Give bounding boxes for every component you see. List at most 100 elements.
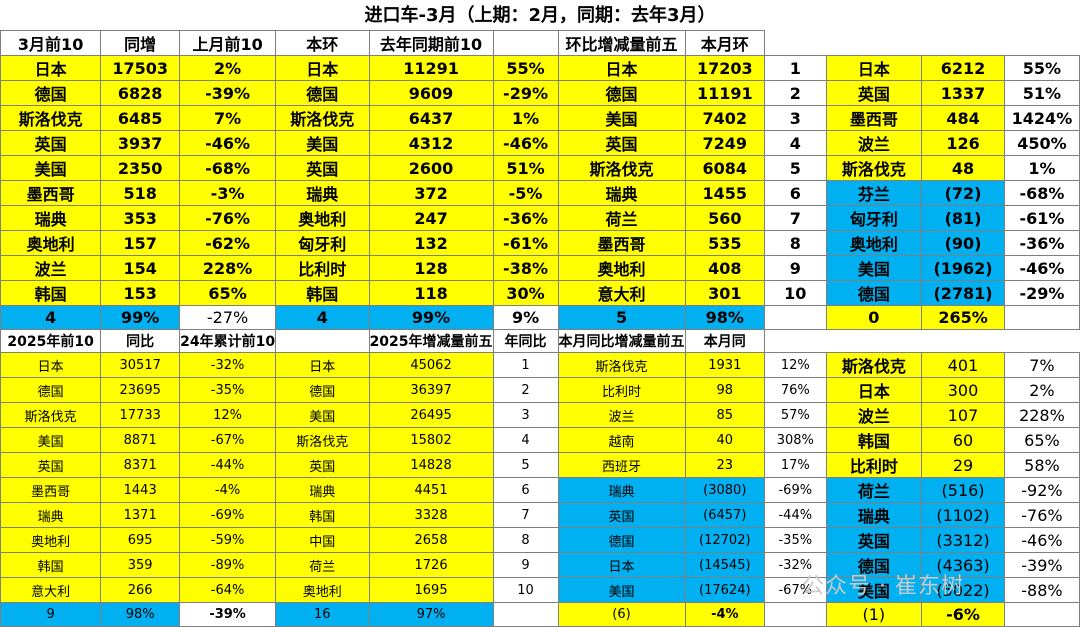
table-cell: -68%: [1003, 180, 1080, 206]
table-cell: 17503: [100, 55, 181, 81]
table-cell: 斯洛伐克: [275, 427, 370, 454]
table-cell: -62%: [179, 230, 277, 256]
table-cell: 日本: [275, 55, 370, 81]
table-cell: 12%: [764, 352, 827, 379]
table-cell: 墨西哥: [557, 230, 686, 256]
table-cell: 瑞典: [557, 477, 686, 504]
table-cell: -44%: [179, 452, 277, 479]
table-row: 墨西哥 518 -3% 瑞典 372 -5% 瑞典 1455 6 芬兰 (72) -68%: [0, 180, 1080, 206]
table-cell: (516): [921, 477, 1005, 504]
table-cell: 美国: [557, 105, 686, 131]
table-cell: (14545): [684, 552, 766, 579]
column-header: [492, 30, 559, 56]
table-cell: 中国: [275, 527, 370, 554]
table-cell: 4451: [368, 477, 494, 504]
table-cell: 奥地利: [825, 230, 923, 256]
column-header: 24年累计前10: [179, 328, 277, 354]
table-cell: 斯洛伐克: [0, 105, 102, 131]
table-cell: (5022): [921, 577, 1005, 604]
summary-cell: -6%: [921, 602, 1005, 627]
table-cell: 6212: [921, 55, 1005, 81]
table-cell: 波兰: [0, 255, 102, 281]
table-row: 英国 8371 -44% 英国 14828 5 西班牙 23 17% 比利时 29 58%: [0, 452, 1080, 479]
table-cell: 越南: [557, 427, 686, 454]
table-cell: 1%: [492, 105, 559, 131]
table-cell: 斯洛伐克: [825, 352, 923, 379]
table-cell: 1726: [368, 552, 494, 579]
table-cell: 斯洛伐克: [557, 155, 686, 181]
column-header: 同增: [100, 30, 181, 56]
table-cell: 132: [368, 230, 494, 256]
table-cell: -46%: [1003, 255, 1080, 281]
table-cell: (12702): [684, 527, 766, 554]
table-cell: -64%: [179, 577, 277, 604]
table-row: 德国 6828 -39% 德国 9609 -29% 德国 11191 2 英国 1337 51%: [0, 80, 1080, 106]
table-cell: (2781): [921, 280, 1005, 306]
table-cell: 15802: [368, 427, 494, 454]
table-cell: 瑞典: [275, 180, 370, 206]
summary-cell: -39%: [179, 602, 277, 627]
table-cell: 30517: [100, 352, 181, 379]
table-cell: -44%: [764, 502, 827, 529]
table-cell: 3328: [368, 502, 494, 529]
table-cell: 7249: [684, 130, 766, 156]
column-header: 3月前10: [0, 30, 102, 56]
table-cell: 247: [368, 205, 494, 231]
summary-cell: (6): [557, 602, 686, 627]
table-row: 斯洛伐克 6485 7% 斯洛伐克 6437 1% 美国 7402 3 墨西哥 484 1424%: [0, 105, 1080, 131]
table-cell: 美国: [825, 577, 923, 604]
table-cell: 西班牙: [557, 452, 686, 479]
table-cell: 韩国: [825, 427, 923, 454]
table-cell: 斯洛伐克: [557, 352, 686, 379]
table-cell: -69%: [764, 477, 827, 504]
table-cell: (1102): [921, 502, 1005, 529]
table-cell: 匈牙利: [825, 205, 923, 231]
summary-cell: 4: [0, 305, 102, 330]
table-cell: -4%: [179, 477, 277, 504]
table-row: 英国 3937 -46% 美国 4312 -46% 英国 7249 4 波兰 126 450%: [0, 130, 1080, 156]
table-row: 美国 8871 -67% 斯洛伐克 15802 4 越南 40 308% 韩国 60 65%: [0, 427, 1080, 454]
table-cell: 695: [100, 527, 181, 554]
table-cell: 401: [921, 352, 1005, 379]
table-cell: 58%: [1003, 452, 1080, 479]
table-cell: 372: [368, 180, 494, 206]
table-cell: 353: [100, 205, 181, 231]
table-row: 意大利 266 -64% 奥地利 1695 10 美国 (17624) -67% 美国 (5022)…: [0, 577, 1080, 604]
table-cell: -68%: [179, 155, 277, 181]
summary-cell: 98%: [684, 305, 766, 330]
column-header: 环比增减量前五: [557, 30, 686, 56]
table-cell: 波兰: [557, 402, 686, 429]
table-cell: 2%: [179, 55, 277, 81]
summary-cell: 5: [557, 305, 686, 330]
table-cell: 76%: [764, 377, 827, 404]
table-cell: 日本: [825, 377, 923, 404]
table-cell: 484: [921, 105, 1005, 131]
table-cell: 5: [492, 452, 559, 479]
column-header: 本环: [275, 30, 370, 56]
table-cell: 德国: [275, 80, 370, 106]
table-cell: 8871: [100, 427, 181, 454]
table-cell: 17733: [100, 402, 181, 429]
table-cell: 118: [368, 280, 494, 306]
table-cell: -67%: [764, 577, 827, 604]
table-cell: 26495: [368, 402, 494, 429]
table-cell: 6: [764, 180, 827, 206]
table-cell: 23695: [100, 377, 181, 404]
table-cell: 德国: [0, 80, 102, 106]
table-cell: 228%: [179, 255, 277, 281]
summary-cell: -4%: [684, 602, 766, 627]
summary-row: 4 99% -27% 4 99% 9% 5 98% 0 265%: [0, 305, 1080, 330]
column-header: 本月同比增减量前五: [557, 328, 686, 354]
table-cell: 85: [684, 402, 766, 429]
table-cell: 60: [921, 427, 1005, 454]
table-cell: 12%: [179, 402, 277, 429]
table-cell: -46%: [179, 130, 277, 156]
summary-cell: [492, 602, 559, 627]
table-row: 日本 30517 -32% 日本 45062 1 斯洛伐克 1931 12% 斯洛伐克 401 7%: [0, 352, 1080, 379]
table-cell: -76%: [179, 205, 277, 231]
table-cell: -69%: [179, 502, 277, 529]
table-cell: 51%: [1003, 80, 1080, 106]
table-row: 日本 17503 2% 日本 11291 55% 日本 17203 1 日本 6212 55%: [0, 55, 1080, 81]
table-cell: -61%: [1003, 205, 1080, 231]
table-cell: 2350: [100, 155, 181, 181]
